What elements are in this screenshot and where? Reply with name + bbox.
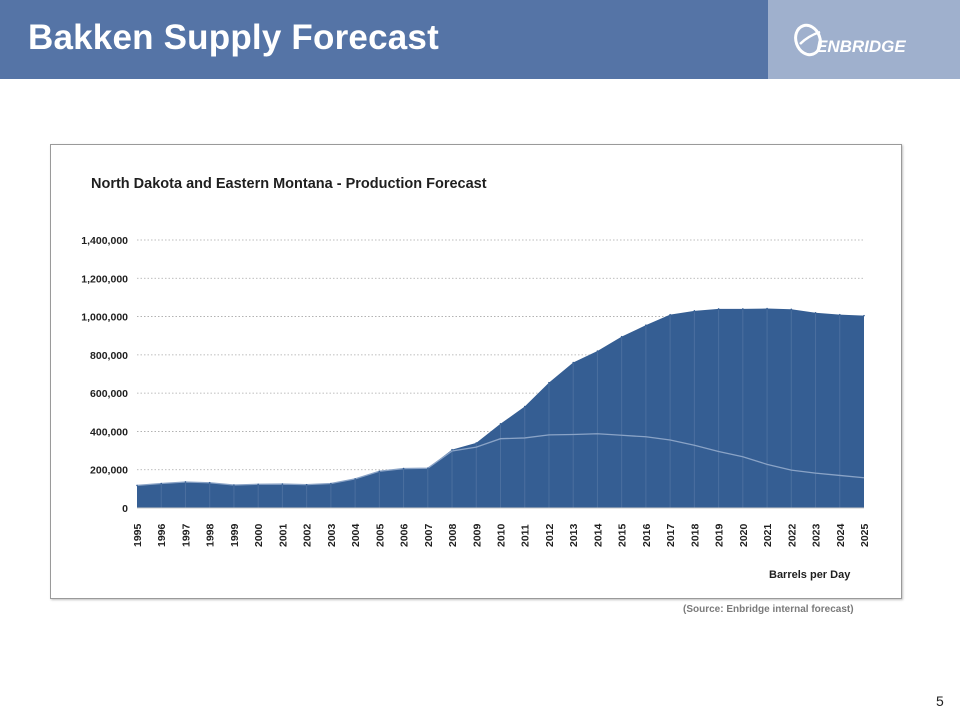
x-tick-label: 1998 [205,523,217,547]
x-tick-label: 2016 [641,523,653,547]
data-point [451,448,453,451]
x-tick-label: 2014 [592,523,604,547]
y-tick-label: 1,200,000 [81,273,128,285]
data-point [257,483,259,486]
y-axis-ticks: 0 200,000 400,000 600,000 800,000 1,000,000 1,… [81,235,128,515]
x-tick-label: 2004 [350,523,362,547]
y-tick-label: 800,000 [90,350,128,362]
data-point [136,484,138,487]
data-point [548,381,550,384]
data-point [863,314,865,317]
plot-area [136,307,865,509]
data-point [184,481,187,483]
x-tick-label: 1996 [156,523,168,547]
unit-label: Barrels per Day [769,569,851,581]
y-tick-label: 600,000 [90,388,128,400]
x-tick-label: 2025 [859,523,871,547]
x-tick-label: 1995 [132,523,144,547]
x-tick-label: 2015 [617,523,629,547]
data-point [354,478,356,480]
x-tick-label: 2023 [811,523,823,547]
x-tick-label: 1999 [229,523,241,547]
data-point [305,483,308,486]
x-tick-label: 2006 [399,523,411,547]
series-total-area [137,308,864,508]
data-point [281,483,284,485]
title-bar: Bakken Supply Forecast [0,0,768,79]
x-tick-label: 2021 [762,523,774,547]
data-point [620,335,623,338]
x-tick-label: 2007 [423,523,435,547]
page-number: 5 [936,693,944,709]
data-point [693,310,696,312]
x-tick-label: 2011 [520,524,532,547]
x-tick-label: 2002 [302,523,314,547]
y-tick-label: 400,000 [90,426,128,438]
x-tick-label: 2019 [714,523,726,547]
source-note: (Source: Enbridge internal forecast) [683,604,854,615]
data-point [838,313,841,316]
logo-panel [768,0,960,79]
data-point [669,313,671,316]
data-point [160,482,163,485]
data-point [572,361,574,364]
x-tick-label: 2018 [689,523,701,547]
data-point [814,311,817,314]
y-tick-label: 1,400,000 [81,235,128,247]
x-tick-label: 2017 [665,523,677,547]
x-tick-label: 2003 [326,523,338,547]
data-point [742,308,744,310]
x-tick-label: 2008 [447,523,459,547]
logo-wordmark: ENBRIDGE [816,37,906,56]
y-tick-label: 200,000 [90,465,128,477]
data-point [499,422,502,425]
chart-title: North Dakota and Eastern Montana - Produ… [91,176,487,192]
x-tick-label: 1997 [180,523,192,547]
production-forecast-chart: North Dakota and Eastern Montana - Produ… [81,176,871,581]
chart-frame: North Dakota and Eastern Montana - Produ… [50,144,902,599]
x-tick-label: 2012 [544,523,556,547]
x-tick-label: 2024 [835,523,847,547]
x-tick-label: 2013 [568,523,580,547]
x-axis-ticks: 1995 1996 1997 1998 1999 2000 2001 2002 2003 2004… [132,523,871,547]
x-tick-label: 2000 [253,523,265,547]
data-point [378,470,381,473]
data-point [596,350,599,352]
data-point [475,442,478,444]
x-tick-label: 2020 [738,523,750,547]
x-tick-label: 2010 [496,523,508,547]
slide-title: Bakken Supply Forecast [28,18,439,57]
x-tick-label: 2005 [374,523,386,547]
data-point [402,467,405,470]
y-tick-label: 1,000,000 [81,312,128,324]
data-point [766,307,768,310]
data-point [523,405,526,408]
data-point [427,467,429,469]
data-point [330,482,332,485]
data-point [717,308,720,310]
x-tick-label: 2001 [277,523,289,547]
data-point [233,484,235,486]
enbridge-logo: ENBRIDGE [794,23,906,57]
x-tick-label: 2009 [471,523,483,547]
data-point [645,324,647,326]
x-tick-label: 2022 [786,523,798,547]
y-tick-label: 0 [122,503,128,515]
data-point [208,481,211,484]
data-point [790,308,793,311]
